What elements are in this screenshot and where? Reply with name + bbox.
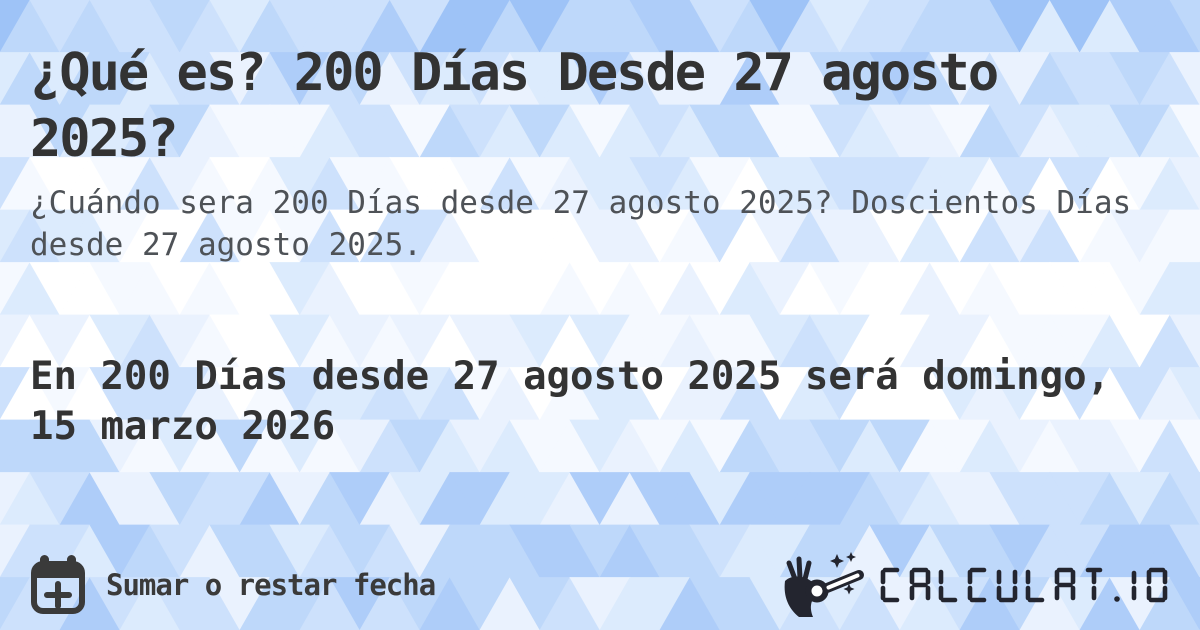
magic-wand-icon — [784, 552, 864, 617]
action-label: Sumar o restar fecha — [106, 568, 436, 602]
answer-text: En 200 Días desde 27 agosto 2025 será do… — [30, 354, 1111, 449]
brand-text — [879, 566, 1174, 604]
brand-logo — [773, 551, 1174, 619]
footer-action: Sumar o restar fecha — [30, 554, 436, 616]
page-title: ¿Qué es? 200 Días Desde 27 agosto 2025? — [30, 43, 999, 169]
question-subtitle: ¿Cuándo sera 200 Días desde 27 agosto 20… — [30, 185, 1132, 263]
calendar-plus-icon — [31, 555, 85, 614]
footer: Sumar o restar fecha — [30, 552, 1174, 618]
